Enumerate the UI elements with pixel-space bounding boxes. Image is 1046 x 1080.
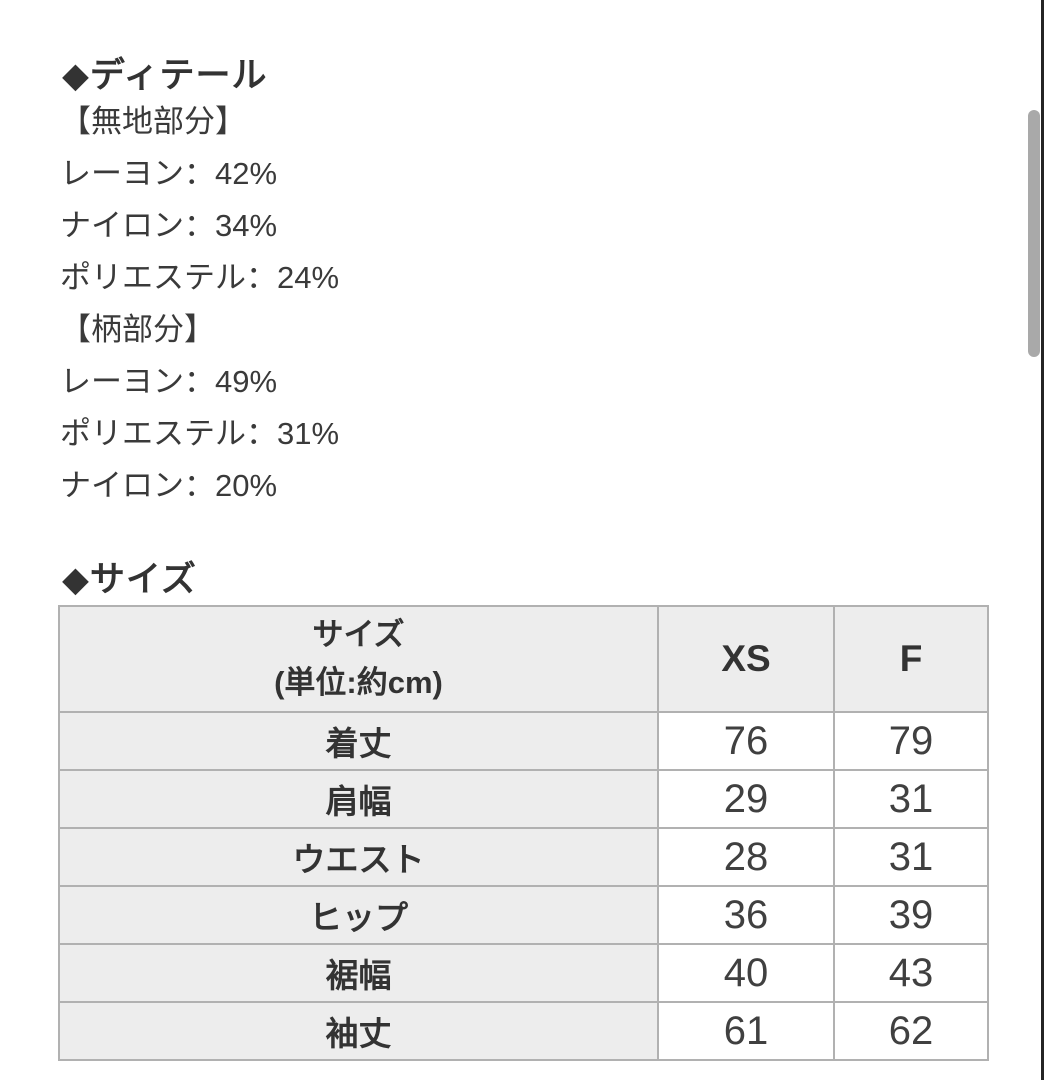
composition-line: レーヨン：49% bbox=[60, 364, 278, 399]
size-value-xs: 61 bbox=[657, 1001, 835, 1061]
table-row: ヒップ 36 39 bbox=[58, 885, 989, 945]
size-column-f: F bbox=[833, 605, 989, 713]
size-value-xs: 76 bbox=[657, 711, 835, 771]
size-value-xs: 29 bbox=[657, 769, 835, 829]
window-edge-line bbox=[1041, 0, 1044, 1080]
size-heading: ◆サイズ bbox=[62, 560, 197, 599]
details-heading: ◆ディテール bbox=[62, 56, 268, 95]
composition-line: ポリエステル：24% bbox=[60, 260, 340, 295]
table-row: 裾幅 40 43 bbox=[58, 943, 989, 1003]
size-table-wrap: サイズ (単位:約cm) XS F 着丈 76 79 肩幅 29 31 ウエスト… bbox=[58, 605, 989, 1061]
size-table-header-row: サイズ (単位:約cm) XS F bbox=[58, 605, 989, 713]
composition-block: 【無地部分】 レーヨン：42% ナイロン：34% ポリエステル：24% 【柄部分… bbox=[60, 96, 339, 512]
size-table-header-title: サイズ bbox=[312, 617, 405, 652]
size-value-f: 31 bbox=[833, 827, 989, 887]
size-value-f: 62 bbox=[833, 1001, 989, 1061]
size-value-f: 39 bbox=[833, 885, 989, 945]
composition-section-title: 【無地部分】 bbox=[60, 104, 246, 139]
row-label: 袖丈 bbox=[58, 1001, 659, 1061]
table-row: 着丈 76 79 bbox=[58, 711, 989, 771]
size-value-xs: 40 bbox=[657, 943, 835, 1003]
row-label: 着丈 bbox=[58, 711, 659, 771]
table-row: 袖丈 61 62 bbox=[58, 1001, 989, 1061]
size-value-xs: 36 bbox=[657, 885, 835, 945]
size-value-f: 43 bbox=[833, 943, 989, 1003]
size-column-xs: XS bbox=[657, 605, 835, 713]
composition-line: ナイロン：34% bbox=[60, 208, 278, 243]
table-row: ウエスト 28 31 bbox=[58, 827, 989, 887]
size-table-header-label: サイズ (単位:約cm) bbox=[58, 605, 659, 713]
row-label: ウエスト bbox=[58, 827, 659, 887]
size-table: サイズ (単位:約cm) XS F 着丈 76 79 肩幅 29 31 ウエスト… bbox=[58, 605, 989, 1061]
row-label: ヒップ bbox=[58, 885, 659, 945]
table-row: 肩幅 29 31 bbox=[58, 769, 989, 829]
composition-line: レーヨン：42% bbox=[60, 156, 278, 191]
size-value-xs: 28 bbox=[657, 827, 835, 887]
composition-line: ポリエステル：31% bbox=[60, 416, 340, 451]
composition-section-title: 【柄部分】 bbox=[60, 312, 215, 347]
row-label: 裾幅 bbox=[58, 943, 659, 1003]
size-table-header-unit: (単位:約cm) bbox=[274, 665, 443, 700]
scrollbar-thumb[interactable] bbox=[1028, 110, 1040, 357]
row-label: 肩幅 bbox=[58, 769, 659, 829]
size-value-f: 31 bbox=[833, 769, 989, 829]
size-value-f: 79 bbox=[833, 711, 989, 771]
composition-line: ナイロン：20% bbox=[60, 468, 278, 503]
